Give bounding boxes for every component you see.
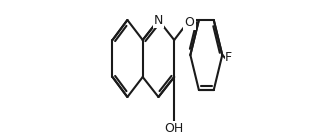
Text: OH: OH: [165, 122, 184, 135]
Text: F: F: [225, 52, 232, 65]
Text: O: O: [185, 15, 194, 28]
Text: N: N: [154, 14, 163, 26]
